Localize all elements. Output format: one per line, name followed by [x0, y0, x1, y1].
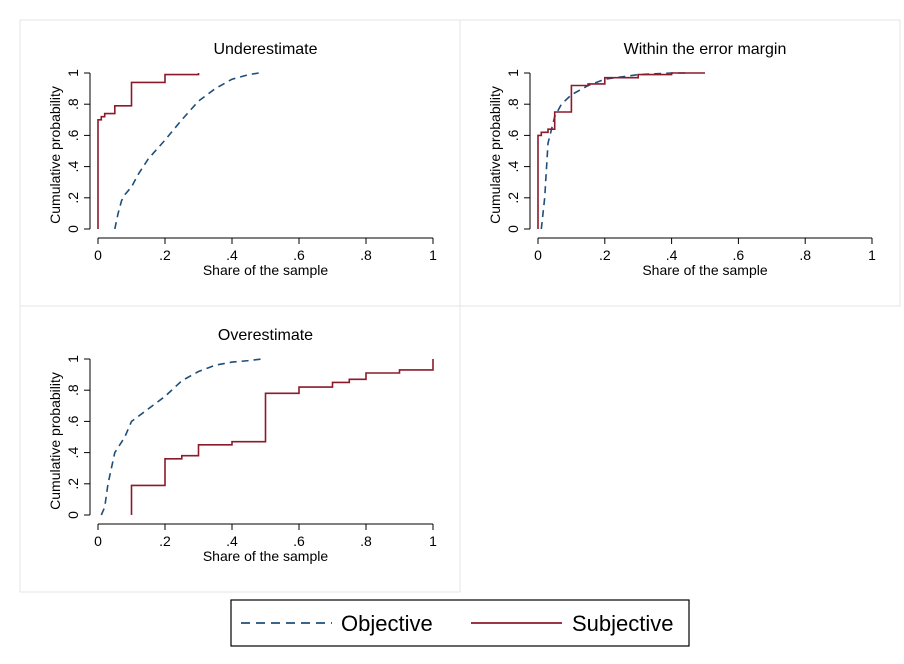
x-tick-label: .4: [226, 247, 238, 263]
panel-underestimate: Underestimate 0 .2 .4 .6 .8 1 0 .2 .4 .6 .8 1 Share o…: [19, 19, 461, 307]
y-tick-label: 1: [65, 69, 81, 77]
panel-frame: [19, 305, 461, 593]
y-tick-label: .8: [505, 98, 521, 110]
panels: Underestimate 0 .2 .4 .6 .8 1 0 .2 .4 .6 .8 1 Share o…: [19, 19, 901, 593]
legend: Objective Subjective: [230, 599, 690, 647]
panel-title: Within the error margin: [624, 41, 787, 58]
x-tick-label: .2: [159, 247, 171, 263]
x-tick-label: 1: [429, 247, 437, 263]
x-tick-label: .8: [360, 533, 372, 549]
x-tick-label: 0: [534, 247, 542, 263]
y-tick-label: .4: [65, 161, 81, 173]
x-tick-label: .8: [360, 247, 372, 263]
panel-title: Overestimate: [218, 327, 313, 344]
x-tick-label: .6: [293, 247, 305, 263]
series-objective-line: [114, 72, 259, 230]
x-tick-label: .2: [159, 533, 171, 549]
y-tick-label: .6: [65, 415, 81, 427]
x-tick-label: 0: [94, 247, 102, 263]
panel-frame: [459, 19, 901, 307]
panel-overestimate: Overestimate 0 .2 .4 .6 .8 1 0 .2 .4 .6 .8 1 Share of…: [19, 305, 461, 593]
series-subjective-line: [97, 73, 200, 229]
x-tick-label: .4: [226, 533, 238, 549]
y-tick-label: 0: [65, 511, 81, 519]
y-tick-label: .2: [65, 192, 81, 204]
y-tick-label: .4: [65, 447, 81, 459]
x-tick-label: 1: [429, 533, 437, 549]
x-axis-label: Share of the sample: [642, 262, 768, 278]
y-axis-label: Cumulative probability: [47, 86, 63, 224]
x-tick-label: .6: [293, 533, 305, 549]
x-axis-label: Share of the sample: [203, 262, 329, 278]
series-objective-line: [100, 358, 263, 516]
y-axis-label: Cumulative probability: [47, 372, 63, 510]
y-tick-label: .2: [65, 478, 81, 490]
legend-label-subjective: Subjective: [572, 611, 674, 636]
x-tick-label: .4: [666, 247, 678, 263]
x-tick-label: .6: [733, 247, 745, 263]
y-tick-label: 0: [65, 225, 81, 233]
y-tick-label: .6: [65, 129, 81, 141]
y-tick-label: 0: [505, 225, 521, 233]
y-axis-label: Cumulative probability: [487, 86, 503, 224]
series-subjective-line: [130, 359, 434, 515]
x-tick-label: .2: [599, 247, 611, 263]
y-tick-label: 1: [65, 355, 81, 363]
series-subjective-line: [537, 72, 705, 229]
x-axis-label: Share of the sample: [203, 548, 329, 564]
y-tick-label: .6: [505, 129, 521, 141]
x-tick-label: 0: [94, 533, 102, 549]
x-tick-label: .8: [799, 247, 811, 263]
legend-label-objective: Objective: [341, 611, 433, 636]
panel-within-the-error-margin: Within the error margin 0 .2 .4 .6 .8 1 0 .2 .4 .6…: [459, 19, 901, 307]
x-tick-label: 1: [868, 247, 876, 263]
y-tick-label: .8: [65, 98, 81, 110]
y-tick-label: .2: [505, 192, 521, 204]
panel-title: Underestimate: [213, 41, 317, 58]
y-tick-label: .4: [505, 161, 521, 173]
y-tick-label: .8: [65, 384, 81, 396]
y-tick-label: 1: [505, 69, 521, 77]
